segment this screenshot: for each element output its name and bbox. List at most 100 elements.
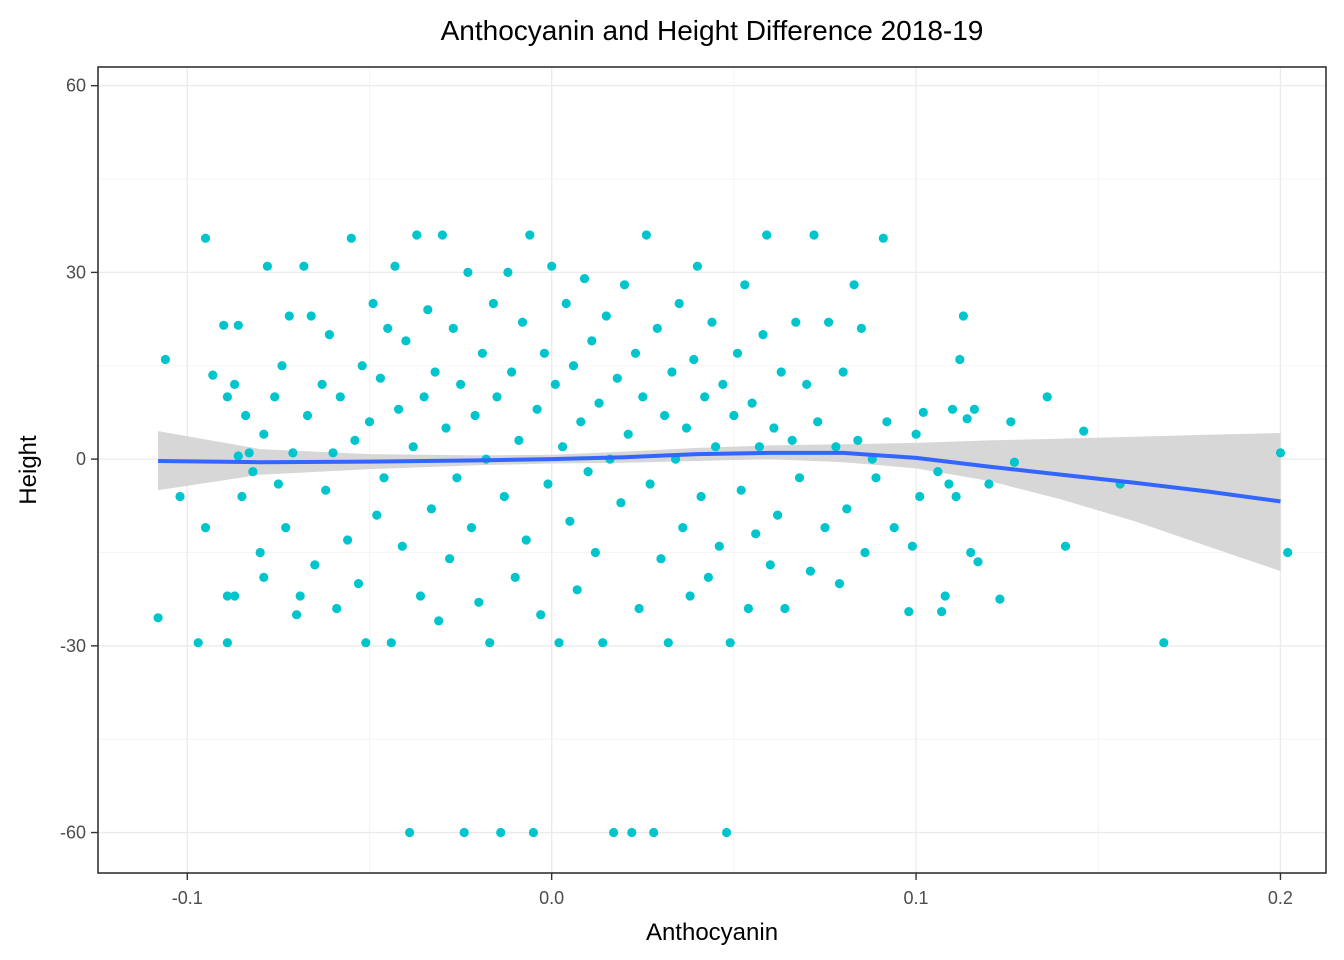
x-tick-label: 0.0 xyxy=(539,888,564,908)
data-point xyxy=(343,535,353,545)
data-point xyxy=(554,638,564,648)
data-point xyxy=(918,407,928,417)
data-point xyxy=(328,448,338,458)
data-point xyxy=(944,479,954,489)
data-point xyxy=(572,585,582,595)
data-point xyxy=(1042,392,1052,402)
data-point xyxy=(590,547,601,558)
data-point xyxy=(321,485,331,495)
data-point xyxy=(1159,638,1169,648)
data-point xyxy=(448,323,458,333)
data-point xyxy=(776,367,786,377)
data-point xyxy=(241,410,251,421)
x-axis-ticks: -0.1 0.0 0.1 0.2 xyxy=(172,873,1293,908)
data-point xyxy=(507,367,517,377)
data-point xyxy=(248,467,258,477)
data-point xyxy=(503,267,513,277)
data-point xyxy=(230,379,240,389)
data-point xyxy=(175,491,185,502)
data-point xyxy=(317,379,327,389)
data-point xyxy=(426,504,436,514)
data-point xyxy=(375,373,385,383)
data-point xyxy=(984,479,994,489)
data-point xyxy=(630,348,641,358)
data-point xyxy=(842,504,852,514)
data-point xyxy=(937,607,947,617)
data-point xyxy=(685,591,695,601)
data-point xyxy=(794,473,805,483)
data-point xyxy=(911,429,921,439)
data-point xyxy=(805,566,816,576)
data-point xyxy=(496,827,506,838)
data-point xyxy=(372,510,382,520)
data-point xyxy=(743,603,754,614)
data-point xyxy=(299,261,309,271)
data-point xyxy=(521,535,531,545)
data-point xyxy=(834,579,845,589)
data-point xyxy=(270,392,280,402)
data-point xyxy=(558,442,568,452)
data-point xyxy=(714,541,724,551)
data-point xyxy=(619,280,630,290)
data-point xyxy=(474,597,484,607)
data-point xyxy=(288,448,298,458)
data-point xyxy=(579,274,590,284)
data-point xyxy=(962,414,972,424)
data-point xyxy=(576,417,586,427)
data-point xyxy=(791,317,801,327)
data-point xyxy=(736,485,746,495)
data-point xyxy=(415,591,426,601)
data-point xyxy=(689,354,699,365)
data-point xyxy=(361,638,371,648)
data-point xyxy=(904,607,914,617)
data-point xyxy=(379,473,389,483)
data-point xyxy=(889,523,899,533)
data-point xyxy=(441,423,451,433)
data-point xyxy=(222,638,232,648)
data-point xyxy=(565,516,575,526)
data-point xyxy=(722,827,732,838)
data-point xyxy=(492,392,502,402)
data-point xyxy=(656,554,666,564)
data-point xyxy=(598,638,608,648)
data-point xyxy=(995,594,1005,604)
data-point xyxy=(616,498,626,508)
data-point xyxy=(1009,457,1020,467)
data-point xyxy=(357,361,367,371)
data-point xyxy=(947,404,958,414)
data-point xyxy=(386,638,396,648)
data-point xyxy=(969,404,980,414)
data-point xyxy=(346,233,356,243)
data-point xyxy=(725,638,735,648)
y-axis-ticks: -60 -30 0 30 60 xyxy=(60,76,98,843)
data-point xyxy=(769,423,779,433)
smooth-line xyxy=(158,450,1281,504)
data-point xyxy=(466,523,477,533)
data-point xyxy=(583,467,593,477)
data-point xyxy=(711,442,721,452)
data-point xyxy=(353,579,364,589)
data-point xyxy=(951,491,961,502)
chart-title: Anthocyanin and Height Difference 2018-1… xyxy=(441,15,984,46)
data-point xyxy=(335,392,345,402)
data-point xyxy=(470,410,480,421)
x-axis-title: Anthocyanin xyxy=(646,919,778,946)
data-point xyxy=(645,479,655,489)
data-point xyxy=(262,261,272,271)
data-point xyxy=(824,317,834,327)
data-point xyxy=(233,451,243,461)
plot-panel-border xyxy=(97,66,1327,874)
data-point xyxy=(401,336,411,346)
data-point xyxy=(787,435,797,445)
data-point xyxy=(324,330,334,340)
data-point xyxy=(751,529,761,539)
data-point xyxy=(412,230,422,240)
data-point xyxy=(536,610,546,620)
data-point xyxy=(1079,426,1089,436)
data-point xyxy=(568,361,579,371)
data-point xyxy=(762,230,772,240)
data-point xyxy=(692,261,703,271)
data-point xyxy=(871,473,881,483)
data-point xyxy=(153,613,163,623)
